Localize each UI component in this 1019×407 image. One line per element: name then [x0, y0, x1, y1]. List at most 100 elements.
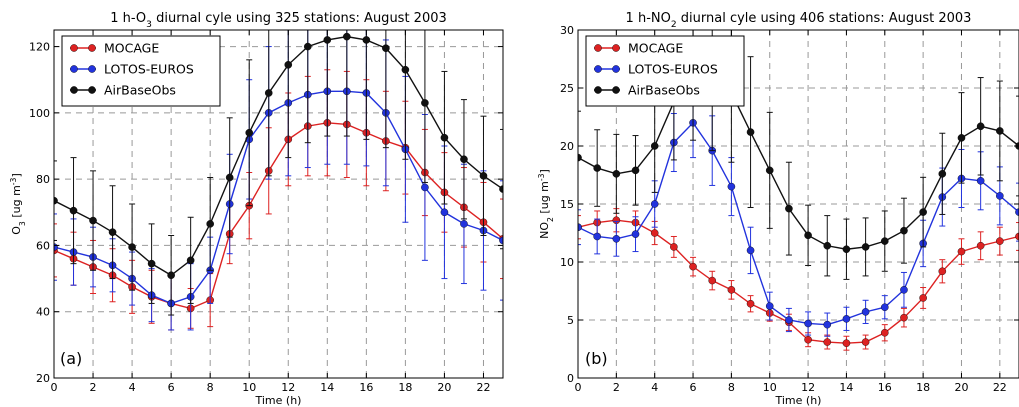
- y-tick-label: 5: [567, 314, 574, 327]
- axes-frame: [53, 29, 504, 379]
- legend-marker: [594, 86, 602, 94]
- data-point: [804, 335, 812, 344]
- data-point: [89, 216, 97, 225]
- data-point: [631, 166, 640, 175]
- panel-label: (b): [585, 349, 608, 368]
- y-axis-label: O3 [ug m-3]: [9, 173, 27, 235]
- chart-title: 1 h-O3 diurnal cyle using 325 stations: …: [110, 11, 447, 30]
- data-point: [842, 315, 851, 323]
- y-tick-label: 100: [29, 107, 50, 120]
- legend-label: AirBaseObs: [104, 83, 176, 98]
- x-tick-label: 18: [916, 381, 930, 394]
- plot-area: [578, 30, 1019, 351]
- data-point: [147, 259, 156, 268]
- plot-area: [54, 30, 503, 331]
- x-tick-label: 14: [839, 381, 853, 394]
- y-tick-label: 80: [36, 173, 50, 186]
- x-tick-label: 0: [575, 381, 582, 394]
- data-point: [421, 99, 429, 107]
- data-point: [861, 243, 870, 251]
- data-point: [1015, 208, 1019, 216]
- data-point: [765, 302, 774, 310]
- data-point: [976, 241, 985, 250]
- legend-marker: [88, 65, 96, 73]
- data-point: [746, 299, 755, 308]
- x-tick-label: 0: [51, 381, 58, 394]
- x-tick-label: 2: [90, 381, 97, 394]
- data-point: [225, 173, 234, 182]
- y-axis-label-part: 2: [546, 217, 555, 222]
- legend-marker: [70, 86, 78, 94]
- legend-label: LOTOS-EUROS: [104, 62, 194, 77]
- y-axis-label-part: ]: [538, 169, 551, 173]
- data-point: [362, 36, 371, 44]
- data-point: [765, 166, 774, 175]
- data-point: [996, 192, 1004, 200]
- x-tick-label: 2: [613, 381, 620, 394]
- data-point: [823, 241, 832, 250]
- x-tick-label: 8: [207, 381, 214, 394]
- data-point: [479, 172, 488, 180]
- data-point: [919, 294, 927, 302]
- data-point: [957, 247, 966, 256]
- series-line: [54, 122, 503, 310]
- data-point: [880, 303, 889, 312]
- data-point: [938, 170, 947, 178]
- data-point: [323, 36, 332, 44]
- chart-title-part: 3: [146, 20, 152, 30]
- data-point: [440, 208, 449, 217]
- legend-marker: [594, 44, 602, 52]
- legend: MOCAGE LOTOS-EUROS AirBaseObs: [61, 35, 221, 107]
- chart-panel-a: 0 2 4 6 8 10 12 14 16 18 20 22 20 40 60 80 100 120 1 h-O3 …: [9, 11, 504, 407]
- data-point: [842, 339, 851, 348]
- chart-title-part: diurnal cyle using 325 stations: August …: [152, 11, 447, 26]
- legend-marker: [612, 44, 620, 52]
- chart-title-part: 1 h-NO: [626, 11, 671, 26]
- y-tick-label: 10: [560, 256, 574, 269]
- data-point: [727, 182, 736, 191]
- x-tick-label: 22: [476, 381, 490, 394]
- data-point: [650, 200, 659, 208]
- data-point: [108, 228, 117, 236]
- x-axis-label: Time (h): [255, 394, 302, 407]
- data-point: [206, 220, 214, 228]
- legend-label: LOTOS-EUROS: [628, 62, 718, 77]
- x-tick-label: 20: [954, 381, 968, 394]
- x-tick-label: 12: [281, 381, 295, 394]
- data-point: [593, 232, 601, 241]
- legend-marker: [88, 86, 96, 94]
- series-line: [578, 219, 1019, 344]
- data-point: [650, 229, 659, 237]
- y-tick-label: 40: [36, 306, 50, 319]
- data-point: [460, 220, 468, 228]
- data-point: [842, 245, 851, 254]
- y-axis-label-part: 3: [18, 221, 27, 226]
- data-point: [186, 256, 195, 265]
- data-point: [746, 246, 755, 255]
- y-tick-label: 15: [560, 198, 574, 211]
- data-point: [996, 127, 1004, 135]
- data-point: [900, 286, 908, 294]
- x-tick-label: 16: [359, 381, 373, 394]
- data-point: [804, 231, 812, 240]
- data-point: [823, 338, 832, 346]
- data-point: [401, 65, 410, 74]
- data-point: [1015, 232, 1019, 241]
- data-point: [264, 89, 273, 97]
- y-axis-label: NO2 [ug m-3]: [537, 169, 555, 239]
- x-axis-label: Time (h): [775, 394, 822, 407]
- data-point: [861, 308, 870, 316]
- series-airbaseobs: [54, 30, 503, 316]
- y-axis-label-part: -3: [537, 173, 546, 181]
- x-tick-label: 6: [168, 381, 175, 394]
- data-point: [996, 237, 1004, 245]
- data-point: [746, 128, 755, 136]
- series-line: [578, 121, 1019, 326]
- data-point: [421, 183, 429, 192]
- legend-marker: [612, 86, 620, 94]
- x-tick-label: 10: [242, 381, 256, 394]
- data-point: [631, 230, 640, 238]
- chart-title-part: 2: [671, 20, 677, 30]
